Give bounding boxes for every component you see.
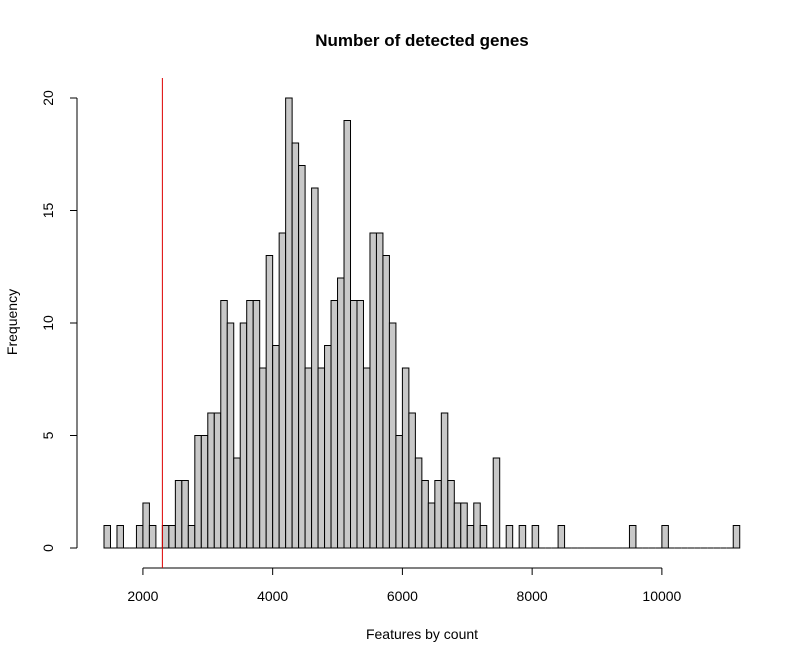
histogram-bar: [466, 525, 475, 549]
histogram-bar: [382, 255, 390, 549]
histogram-bar: [317, 367, 326, 549]
histogram-bar: [330, 300, 339, 549]
histogram-bar: [252, 300, 261, 549]
histogram-bar: [233, 457, 241, 549]
histogram-bar: [200, 435, 209, 549]
y-axis: 0 5 10 15 20: [40, 90, 78, 552]
x-tick-label: 10000: [642, 588, 681, 604]
y-tick-label: 0: [40, 544, 56, 552]
histogram-bar: [181, 480, 189, 549]
histogram-bar: [213, 412, 222, 549]
histogram-bar: [161, 525, 170, 549]
histogram-bar: [226, 322, 235, 549]
histogram-bar: [187, 525, 196, 549]
histogram-bar: [324, 345, 332, 549]
histogram-bar: [116, 525, 124, 549]
histogram-bar: [531, 525, 540, 549]
histogram-bar: [628, 525, 637, 549]
histogram-bar: [557, 525, 566, 549]
chart-title: Number of detected genes: [315, 31, 529, 50]
x-tick-label: 8000: [517, 588, 548, 604]
histogram-bar: [311, 187, 319, 549]
histogram-bar: [194, 435, 202, 549]
histogram-bar: [408, 412, 416, 549]
x-tick-label: 2000: [127, 588, 158, 604]
histogram-bar: [298, 165, 306, 549]
histogram-bar: [362, 367, 371, 549]
histogram-bar: [505, 525, 514, 549]
histogram-bar: [148, 525, 157, 549]
histogram-bar: [518, 525, 527, 549]
histogram-bar: [395, 435, 403, 549]
histogram-bar: [103, 525, 111, 549]
histogram-bar: [421, 480, 429, 549]
histogram-bar: [337, 277, 345, 549]
histogram-bar: [142, 502, 150, 549]
histogram-bar: [388, 322, 397, 549]
x-tick-label: 4000: [257, 588, 288, 604]
histogram-bar: [661, 525, 669, 549]
histogram-bar: [135, 525, 144, 549]
histogram-bar: [460, 502, 468, 549]
histogram-bar: [304, 367, 313, 549]
histogram-bar: [207, 412, 215, 549]
y-axis-label: Frequency: [4, 289, 20, 355]
histogram-bar: [414, 457, 423, 549]
histogram-bar: [732, 525, 741, 549]
bars-group: [103, 97, 741, 549]
histogram-bar: [239, 322, 248, 549]
histogram-bar: [220, 300, 228, 549]
histogram-bar: [246, 300, 254, 549]
histogram-bar: [492, 457, 501, 549]
histogram-bar: [350, 300, 358, 549]
histogram-bar: [272, 345, 280, 549]
histogram-bar: [401, 367, 410, 549]
histogram-bar: [479, 525, 488, 549]
histogram-bar: [356, 300, 364, 549]
histogram-bar: [369, 232, 377, 549]
histogram-bar: [168, 525, 176, 549]
histogram-bar: [265, 255, 274, 549]
histogram-bar: [447, 480, 455, 549]
histogram-bar: [285, 97, 293, 549]
histogram-bar: [343, 120, 352, 549]
x-axis: 2000 4000 6000 8000 10000: [127, 567, 682, 604]
y-tick-label: 5: [40, 431, 56, 439]
histogram-bar: [174, 480, 183, 549]
y-tick-label: 20: [40, 90, 56, 106]
y-tick-label: 15: [40, 203, 56, 219]
x-axis-label: Features by count: [366, 626, 478, 642]
histogram-bar: [278, 232, 287, 549]
histogram-bar: [453, 502, 462, 549]
histogram-bar: [259, 367, 267, 549]
histogram-bar: [440, 412, 449, 549]
y-tick-label: 10: [40, 315, 56, 331]
histogram-bar: [375, 232, 384, 549]
histogram-bar: [473, 502, 481, 549]
histogram-bar: [427, 502, 436, 549]
histogram-bar: [291, 142, 300, 549]
x-tick-label: 6000: [387, 588, 418, 604]
histogram-bar: [434, 480, 442, 549]
